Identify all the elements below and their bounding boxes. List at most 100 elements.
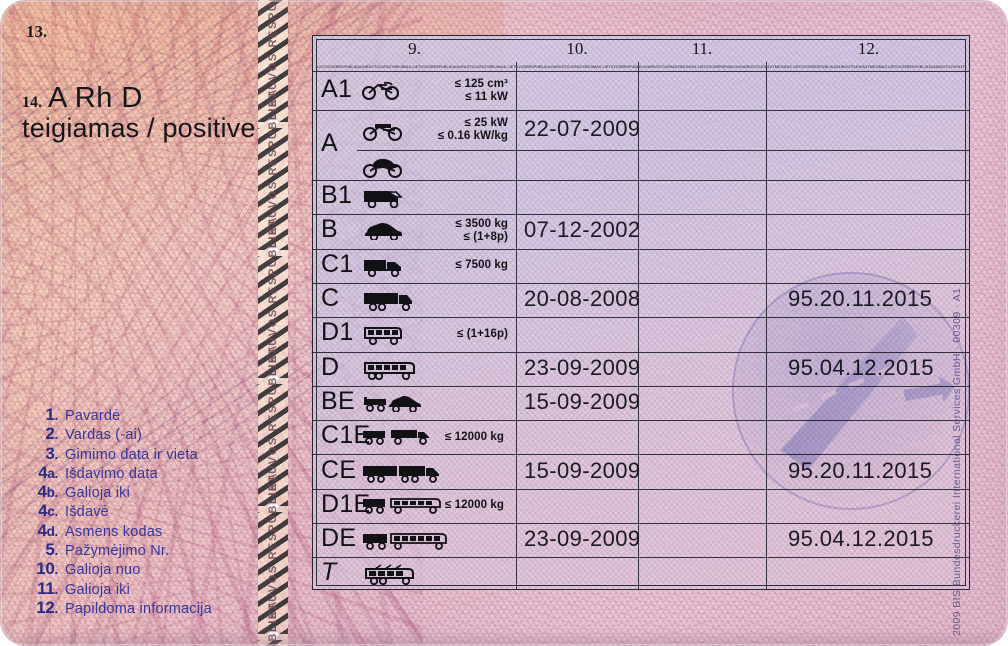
bus-trailer-icon: [361, 529, 453, 556]
table-inner-border: [316, 39, 966, 586]
legend-list: 1. Pavardė 2. Vardas (-ai) 3. Gimimo data i…: [18, 405, 258, 617]
table-row-divider: [313, 385, 969, 387]
legend-label: Asmens kodas: [65, 523, 163, 540]
valid-from-date: 22-07-2009: [524, 116, 641, 141]
table-column-divider: [638, 62, 639, 589]
restriction-text: ≤ (1+16p): [457, 327, 508, 340]
restriction-text: ≤ 12000 kg: [444, 430, 504, 443]
legend-number: 4a.: [38, 462, 58, 482]
field-14-value-secondary: teigiamas / positive: [22, 113, 256, 143]
legend-item: 4d. Asmens kodas: [18, 521, 258, 540]
legend-item: 3. Gimimo data ir vieta: [18, 444, 258, 463]
restriction-text: ≤ 125 cm³ ≤ 11 kW: [454, 78, 508, 103]
legend-number: 10.: [36, 559, 58, 579]
bus-icon: [361, 358, 419, 385]
legend-label: Pavardė: [65, 408, 121, 424]
valid-from-date: 07-12-2002: [524, 217, 641, 243]
restriction-text: ≤ 3500 kg ≤ (1+8p): [455, 218, 508, 244]
category-a1: A1: [321, 75, 353, 103]
table-row-divider: [313, 180, 969, 181]
category-ce: CE: [321, 455, 357, 484]
table-header-11: 11.: [691, 39, 713, 58]
category-c1: C1: [321, 249, 354, 278]
legend-item: 10. Galioja nuo: [18, 559, 258, 578]
truck-trailer-icon: [361, 461, 445, 488]
legend-label: Išdavė: [65, 504, 109, 521]
field-14-group: 14. A Rh D teigiamas / positive: [22, 82, 257, 144]
printer-imprint: 2009 BIS Bundesdruckerei International S…: [951, 287, 963, 636]
table-row-divider: [313, 282, 969, 284]
legend-label: Vardas (-ai): [65, 427, 143, 444]
card-bottom-shadow: [0, 630, 1008, 646]
tram-icon: [361, 563, 419, 589]
legend-label: Išdavimo data: [65, 465, 158, 482]
legend-label: Papildoma informacija: [65, 600, 212, 617]
car-icon: [361, 220, 407, 245]
table-row-divider: [313, 110, 969, 111]
restriction-text: ≤ 12000 kg: [444, 499, 504, 512]
category-c: C: [321, 284, 340, 313]
minibus-icon: [361, 323, 407, 350]
motorcycle-icon: [361, 119, 405, 146]
legend-item: 12. Papildoma informacija: [18, 598, 258, 617]
table-column-divider: [516, 62, 517, 589]
security-strip-text: LIETUVOS RESPUBLIKA: [267, 600, 279, 646]
legend-number: 4d.: [37, 520, 58, 540]
legend-item: 11. Galioja iki: [18, 579, 258, 598]
category-b1: B1: [321, 181, 353, 210]
legend-item: 1. Pavardė: [18, 405, 258, 424]
category-be: BE: [321, 386, 355, 415]
table-header-9: 9.: [408, 39, 421, 58]
restriction-code: 95.04.12.2015: [788, 354, 934, 380]
security-strip-hatch: [258, 256, 288, 378]
truck-icon: [361, 289, 417, 316]
table-column-divider: [766, 62, 767, 589]
field-13-label: 13.: [26, 22, 48, 41]
security-strip-hatch: [258, 0, 288, 122]
table-row-divider: [313, 317, 969, 319]
legend-number: 11.: [37, 578, 58, 598]
valid-from-date: 15-09-2009: [524, 388, 641, 414]
table-row-divider: [313, 523, 969, 524]
category-d1e: D1E: [321, 489, 371, 518]
microprint-line: LIETUVOSRESPUBLIKAVAIRUOTOJOPAZYMEJIMAS …: [317, 65, 965, 69]
security-strip-hatch: [258, 640, 288, 646]
table-row-divider: [313, 557, 969, 559]
field-14-label: 14.: [22, 94, 42, 111]
restriction-text: ≤ 7500 kg: [455, 259, 508, 272]
legend-item: 2. Vardas (-ai): [18, 424, 258, 443]
table-row-divider: [357, 150, 969, 151]
valid-from-date: 23-09-2009: [524, 354, 641, 380]
restriction-text: ≤ 25 kW ≤ 0.16 kW/kg: [437, 117, 508, 142]
motorcycle-small-icon: [361, 80, 401, 105]
legend-number: 1.: [45, 405, 58, 424]
legend-number: 5.: [45, 540, 58, 560]
category-t: T: [321, 558, 337, 587]
category-c1e: C1E: [321, 421, 371, 450]
field-14-value: A Rh D: [48, 82, 143, 114]
small-truck-trailer-icon: [361, 426, 439, 451]
quadricycle-icon: [361, 186, 405, 213]
category-de: DE: [321, 524, 357, 553]
restriction-code: 95.20.11.2015: [788, 286, 933, 312]
small-truck-icon: [361, 255, 407, 282]
legend-number: 4b.: [37, 482, 58, 502]
table-row-divider: [313, 488, 969, 490]
security-strip: LIETUVOS RESPUBLIKA LIETUVOS RESPUBLIKA LI…: [258, 0, 288, 646]
valid-from-date: 15-09-2009: [524, 457, 641, 483]
security-strip-hatch: [258, 512, 288, 634]
categories-table: 9. 10. 11. 12. LIETUVOSRESPUBLIKAVAIRUOTOJO…: [312, 35, 970, 590]
motorcycle-large-icon: [361, 154, 405, 183]
legend-item: 4b. Galioja iki: [18, 482, 258, 501]
restriction-code: 95.04.12.2015: [788, 526, 934, 552]
category-a: A: [321, 129, 338, 157]
category-d1: D1: [321, 318, 354, 347]
valid-from-date: 23-09-2009: [524, 526, 641, 552]
legend-label: Galioja nuo: [65, 562, 141, 579]
table-row-divider: [313, 454, 969, 456]
legend-number: 12.: [36, 597, 58, 617]
legend-item: 4a. Išdavimo data: [18, 463, 258, 482]
valid-from-date: 20-08-2008: [524, 286, 641, 312]
restriction-code: 95.20.11.2015: [788, 457, 933, 483]
